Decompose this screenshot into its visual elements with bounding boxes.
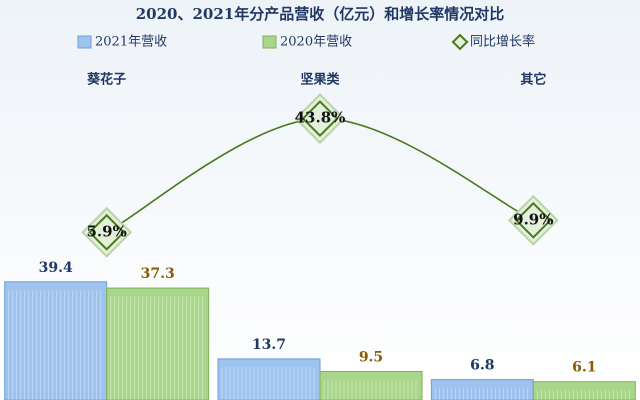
point-label: 9.9% (513, 210, 553, 228)
value-label: 9.5 (359, 350, 383, 366)
value-label: 39.4 (39, 260, 73, 276)
category-label: 坚果类 (300, 72, 340, 88)
category-label: 其它 (520, 72, 546, 88)
value-label: 13.7 (252, 337, 286, 353)
legend-label: 同比增长率 (470, 34, 535, 50)
point-label: 43.8% (295, 109, 346, 127)
value-label: 37.3 (141, 266, 175, 282)
value-label: 6.1 (572, 360, 596, 376)
point-marker (514, 201, 552, 239)
value-label: 6.8 (470, 358, 494, 374)
bar (430, 379, 534, 400)
bar (532, 381, 636, 400)
point-marker (88, 213, 126, 251)
category-label: 葵花子 (87, 72, 126, 88)
bar (4, 281, 108, 400)
legend-swatch (262, 35, 277, 49)
legend-swatch (77, 35, 92, 49)
legend-label: 2021年营收 (95, 35, 167, 50)
chart-title: 2020、2021年分产品营收（亿元）和增长率情况对比 (136, 5, 505, 23)
bar (319, 371, 423, 400)
legend-marker (451, 33, 469, 51)
legend-label: 2020年营收 (280, 35, 352, 50)
point-marker (301, 100, 339, 138)
point-label: 5.9% (86, 222, 126, 240)
bar (106, 287, 210, 400)
bar (217, 358, 321, 400)
